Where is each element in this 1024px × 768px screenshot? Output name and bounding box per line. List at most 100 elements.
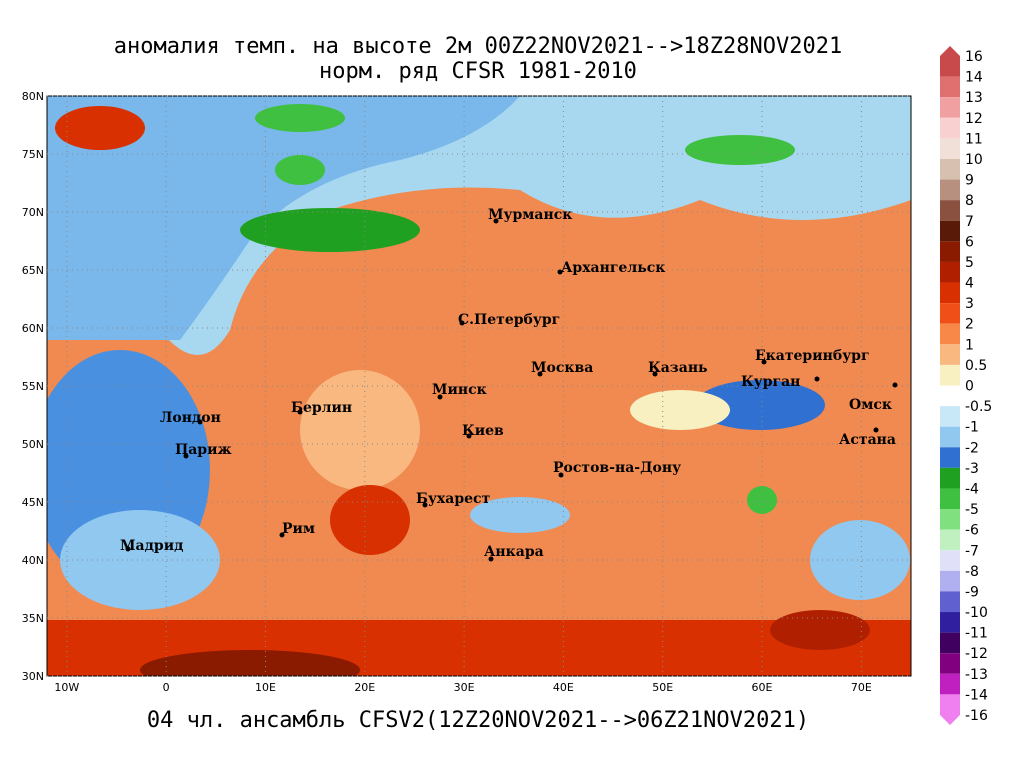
city-label: Мурманск [488,207,572,223]
city-label: Рим [282,521,315,537]
city-label: Киев [462,423,504,439]
colorbar-label: 16 [965,49,983,65]
colorbar-label: 14 [965,70,983,86]
city-label: Курган [741,374,800,390]
city-label: Казань [648,360,708,376]
city-dot [279,532,285,538]
colorbar-label: 10 [965,152,983,168]
colorbar-label: -5 [965,502,979,518]
city-label: Мадрид [120,538,183,554]
colorbar-swatch [940,385,960,407]
colorbar-swatch [940,303,960,324]
colorbar-label: -7 [965,543,979,559]
colorbar-label: 5 [965,255,974,271]
city-label: Берлин [291,400,352,416]
colorbar-label: -13 [965,667,988,683]
colorbar-swatch [940,364,960,386]
lat-tick-label: 55N [22,380,44,393]
lat-tick-label: 35N [22,612,44,625]
city-dot [488,556,494,562]
city-dot [537,371,543,377]
city-label: Ростов-на-Дону [553,460,681,476]
colorbar-swatch [940,447,960,468]
city-dot [558,472,564,478]
lon-tick-label: 30E [454,681,475,694]
lat-tick-label: 40N [22,554,44,567]
colorbar-label: 1 [965,337,974,353]
lon-tick-label: 70E [851,681,872,694]
city-dot [466,433,472,439]
colorbar-label: 12 [965,111,983,127]
colorbar-swatch [940,529,960,551]
colorbar-swatch [940,241,960,262]
colorbar-label: -11 [965,626,988,642]
title-line: норм. ряд CFSR 1981-2010 [319,59,637,84]
city-label: Омск [849,397,892,413]
colorbar-swatch [940,220,960,242]
caption: 04 чл. ансамбль CFSV2(12Z20NOV2021-->06Z… [147,708,809,733]
lat-tick-label: 45N [22,496,44,509]
city-dot [125,546,131,552]
city-label: Екатеринбург [755,348,870,364]
colorbar-swatch [940,467,960,489]
colorbar-label: 2 [965,317,974,333]
colorbar-swatch [940,694,960,715]
lon-tick-label: 10W [54,681,79,694]
colorbar-label: -8 [965,564,979,580]
city-label: Париж [175,442,232,458]
city-dot [557,269,563,275]
colorbar-swatch [940,406,960,427]
city-label: Архангельск [561,260,665,276]
colorbar-label: -4 [965,481,979,497]
city-dot [459,320,465,326]
city-label: Анкара [484,544,544,560]
city-label: Москва [531,360,593,376]
colorbar-label: 13 [965,90,983,106]
colorbar-swatch [940,673,960,695]
colorbar-swatch [940,76,960,98]
city-label: Бухарест [416,491,491,507]
colorbar-swatch [940,97,960,118]
lon-tick-label: 50E [652,681,673,694]
colorbar: 16 14 13 12 11 10 9 8 7 6 5 4 3 2 1 0.5 0 -0.5 -1 -2 -3 -4 -5 -… [940,46,992,725]
lon-tick-label: 20E [354,681,375,694]
lat-tick-label: 65N [22,264,44,277]
city-dot [892,382,898,388]
city-label: Минск [432,382,487,398]
colorbar-label: -3 [965,461,979,477]
colorbar-swatch [940,200,960,221]
lat-tick-label: 60N [22,322,44,335]
city-dot [297,409,303,415]
colorbar-swatch [940,426,960,448]
colorbar-swatch [940,612,960,633]
colorbar-label: 4 [965,276,974,292]
city-label: Лондон [160,410,221,426]
colorbar-label: -2 [965,440,979,456]
lon-tick-label: 40E [553,681,574,694]
colorbar-label: -6 [965,523,979,539]
city-dot [437,394,443,400]
lat-tick-label: 50N [22,438,44,451]
lon-tick-label: 10E [255,681,276,694]
colorbar-swatch [940,323,960,345]
colorbar-end [940,715,960,725]
colorbar-end [940,46,960,56]
colorbar-swatch [940,261,960,283]
city-dot [761,359,767,365]
colorbar-label: -12 [965,646,988,662]
city-dot [873,427,879,433]
city-label: С.Петербург [458,312,560,328]
lat-tick-label: 80N [22,90,44,103]
colorbar-swatch [940,344,960,365]
colorbar-swatch [940,138,960,159]
city-dot [422,502,428,508]
colorbar-label: 8 [965,193,974,209]
lon-tick-label: 60E [752,681,773,694]
city-dot [652,371,658,377]
colorbar-label: 6 [965,234,974,250]
colorbar-swatch [940,632,960,654]
lat-tick-label: 75N [22,148,44,161]
colorbar-swatch [940,653,960,674]
title-line: аномалия темп. на высоте 2м 00Z22NOV2021… [114,34,842,59]
